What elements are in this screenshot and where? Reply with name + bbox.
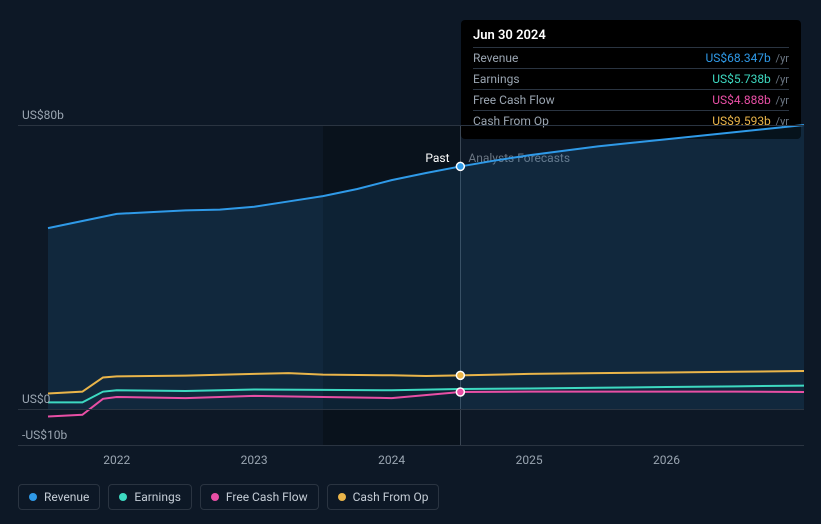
legend-item[interactable]: Earnings <box>108 484 192 510</box>
series-marker <box>456 371 464 379</box>
legend-item[interactable]: Revenue <box>18 484 100 510</box>
tooltip-row: Free Cash Flow US$4.888b /yr <box>473 89 789 110</box>
series-marker <box>456 162 464 170</box>
x-axis-label: 2025 <box>516 453 543 467</box>
tooltip-row-suffix: /yr <box>773 73 789 86</box>
x-axis-label: 2022 <box>103 453 130 467</box>
tooltip-row-value: US$4.888b <box>712 93 771 107</box>
tooltip-row: Revenue US$68.347b /yr <box>473 47 789 68</box>
chart-svg <box>18 125 804 445</box>
legend-dot-icon <box>211 493 219 501</box>
tooltip-row-label: Revenue <box>473 51 518 65</box>
tooltip-row-suffix: /yr <box>773 94 789 107</box>
gridline <box>18 125 804 126</box>
tooltip-date: Jun 30 2024 <box>473 28 789 47</box>
series-marker <box>456 388 464 396</box>
y-axis-label: -US$10b <box>22 428 67 442</box>
legend-dot-icon <box>119 493 127 501</box>
tooltip: Jun 30 2024 RevenueUS$68.347b /yrEarning… <box>461 20 801 139</box>
tooltip-row-suffix: /yr <box>773 52 789 65</box>
legend-label: Free Cash Flow <box>226 490 308 504</box>
chart: Past Analysts Forecasts US$80bUS$0-US$10… <box>18 125 804 445</box>
legend: Revenue Earnings Free Cash Flow Cash From O… <box>18 484 439 510</box>
gridline <box>18 445 804 446</box>
tooltip-row-value: US$5.738b <box>712 72 771 86</box>
series-area <box>48 125 804 409</box>
legend-label: Revenue <box>44 490 89 504</box>
x-axis-label: 2026 <box>653 453 680 467</box>
legend-label: Earnings <box>134 490 181 504</box>
gridline <box>18 409 804 410</box>
tooltip-row-value: US$68.347b <box>706 51 771 65</box>
x-axis-label: 2024 <box>378 453 405 467</box>
legend-item[interactable]: Cash From Op <box>327 484 440 510</box>
legend-label: Cash From Op <box>353 490 429 504</box>
legend-item[interactable]: Free Cash Flow <box>200 484 319 510</box>
x-axis-label: 2023 <box>241 453 268 467</box>
legend-dot-icon <box>29 493 37 501</box>
y-axis-label: US$0 <box>22 392 50 406</box>
tooltip-row: Earnings US$5.738b /yr <box>473 68 789 89</box>
legend-dot-icon <box>338 493 346 501</box>
y-axis-label: US$80b <box>22 108 64 122</box>
tooltip-row-label: Free Cash Flow <box>473 93 555 107</box>
tooltip-row-label: Earnings <box>473 72 520 86</box>
